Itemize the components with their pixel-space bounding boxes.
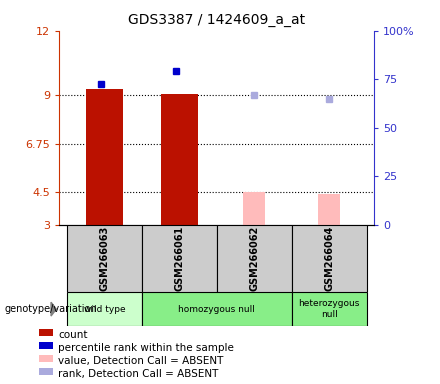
Title: GDS3387 / 1424609_a_at: GDS3387 / 1424609_a_at	[128, 13, 305, 27]
Bar	[142, 225, 217, 292]
Bar	[292, 225, 367, 292]
Text: homozygous null: homozygous null	[178, 305, 255, 314]
Text: GSM266063: GSM266063	[99, 226, 110, 291]
Bar	[318, 194, 340, 225]
Bar	[142, 292, 292, 326]
Polygon shape	[51, 302, 56, 316]
Bar	[39, 329, 53, 336]
Text: value, Detection Call = ABSENT: value, Detection Call = ABSENT	[59, 356, 224, 366]
Text: genotype/variation: genotype/variation	[4, 304, 97, 314]
Bar	[216, 225, 292, 292]
Text: heterozygous
null: heterozygous null	[298, 300, 360, 319]
Bar	[292, 292, 367, 326]
Text: GSM266061: GSM266061	[174, 226, 184, 291]
Bar	[161, 94, 198, 225]
Text: count: count	[59, 330, 88, 340]
Bar	[243, 192, 265, 225]
Text: GSM266064: GSM266064	[324, 226, 334, 291]
Bar	[67, 225, 142, 292]
Bar	[67, 292, 142, 326]
Text: GSM266062: GSM266062	[249, 226, 259, 291]
Text: percentile rank within the sample: percentile rank within the sample	[59, 343, 235, 353]
Bar	[39, 355, 53, 362]
Bar	[86, 89, 123, 225]
Bar	[39, 342, 53, 349]
Bar	[39, 368, 53, 375]
Text: rank, Detection Call = ABSENT: rank, Detection Call = ABSENT	[59, 369, 219, 379]
Text: wild type: wild type	[84, 305, 125, 314]
